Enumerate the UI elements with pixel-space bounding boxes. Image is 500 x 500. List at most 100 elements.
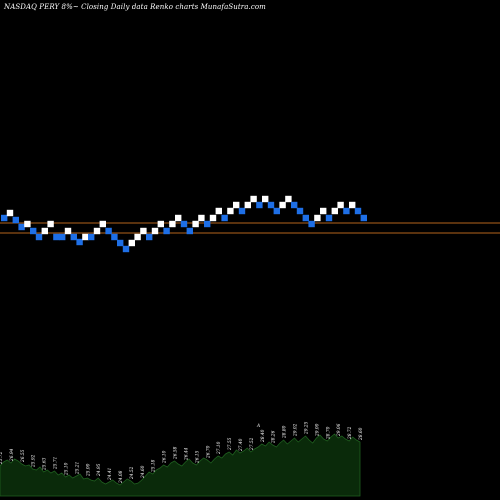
volume-label: 24.95 [97,463,102,477]
renko-brick-up [215,207,222,215]
volume-label: 24.52 [130,466,135,480]
volume-label: 27.52 [250,437,255,451]
volume-label: 24.60 [141,465,146,479]
renko-brick-up [250,195,257,203]
renko-brick-down [88,233,95,241]
renko-brick-down [256,201,263,209]
volume-label: 25.18 [152,459,157,473]
volume-label: 24.08 [119,470,124,484]
renko-brick-up [157,220,164,228]
renko-brick-up [320,207,327,215]
renko-brick-down [221,214,228,222]
volume-labels: 25.72 26.94 26.55 25.92 25.63 25.71 25.10 25.21… [0,421,364,484]
volume-label: 26.58 [174,446,179,460]
renko-brick-down [180,220,188,228]
volume-label: 26.94 [10,448,15,462]
renko-brick-up [151,227,159,235]
renko-brick-up [198,214,205,222]
renko-brick-up [349,201,356,209]
renko-brick-down [291,201,298,209]
renko-brick-up [99,220,106,228]
renko-brick-down [186,227,193,235]
renko-brick-down [105,227,112,235]
renko-brick-up [47,220,54,228]
renko-brick-up [82,233,89,241]
renko-brick-up [24,220,31,228]
renko-brick-up [244,201,251,209]
renko-bricks [1,195,367,253]
renko-brick-up [169,220,176,228]
volume-label: 29.00 [315,423,320,437]
volume-label: 28.40 [261,429,266,443]
volume-label: 27.40 [239,438,244,452]
volume-label: 25.21 [75,462,80,475]
renko-brick-down [76,238,83,246]
renko-brick-up [285,195,292,203]
renko-brick-down [308,220,315,228]
volume-label: 24.41 [108,468,113,481]
renko-brick-down [204,220,211,228]
volume-label: 26.10 [163,450,168,464]
volume-label: 26.15 [195,450,200,464]
volume-label: 25.92 [32,454,37,468]
volume-label: 25.10 [65,462,70,476]
renko-brick-down [18,223,25,231]
renko-brick-up [93,227,101,235]
renko-brick-up [134,233,141,241]
volume-label: 28.26 [272,430,277,444]
renko-brick-up [279,201,286,209]
chart-title: NASDAQ PERY 8%~ Closing Daily data Renko… [4,3,266,11]
renko-brick-down [70,233,77,241]
renko-brick-down [1,214,8,222]
volume-label: 29.25 [305,421,310,435]
volume-label: 26.44 [185,447,190,461]
renko-brick-down [163,227,170,235]
renko-brick-up [331,207,338,215]
renko-brick-down [325,214,333,222]
volume-label: 26.70 [206,445,211,459]
renko-brick-up [209,214,217,222]
volume-label: 25.72 [0,451,4,465]
volume-label: 25.71 [54,457,59,470]
renko-brick-up [128,239,135,247]
renko-brick-up [337,201,344,209]
renko-brick-down [30,227,37,235]
renko-brick-down [111,233,118,241]
renko-brick-up [233,201,240,209]
volume-label: 29.02 [294,423,299,437]
renko-brick-up [314,214,321,222]
renko-brick-up [227,207,234,215]
volume-label: 28.80 [283,425,288,439]
renko-brick-up [41,227,48,235]
volume-label: 28.72 [348,426,353,440]
volume-label: 29.06 [337,423,342,437]
renko-brick-up [64,227,72,235]
renko-brick-down [35,233,43,241]
volume-area-path [0,433,361,497]
renko-brick-down [302,214,309,222]
renko-brick-down [53,233,60,241]
volume-label: 26.55 [21,449,26,463]
renko-brick-down [267,201,275,209]
renko-brick-down [238,207,246,215]
volume-label: 27.10 [217,441,222,455]
volume-extra-label: A [256,424,260,429]
volume-label: 28.70 [326,426,331,440]
renko-brick-down [12,216,19,224]
renko-brick-down [146,233,153,241]
volume-area [0,433,361,497]
reference-lines [0,222,500,234]
renko-brick-up [140,227,147,235]
renko-brick-up [192,220,199,228]
renko-brick-down [296,207,304,215]
renko-brick-up [175,214,182,222]
renko-brick-down [343,207,350,215]
volume-label: 27.55 [228,437,233,451]
volume-label: 25.00 [86,463,91,477]
renko-brick-down [59,233,66,241]
volume-label: 28.60 [359,427,364,441]
renko-brick-down [117,239,124,247]
renko-brick-up [6,209,14,217]
